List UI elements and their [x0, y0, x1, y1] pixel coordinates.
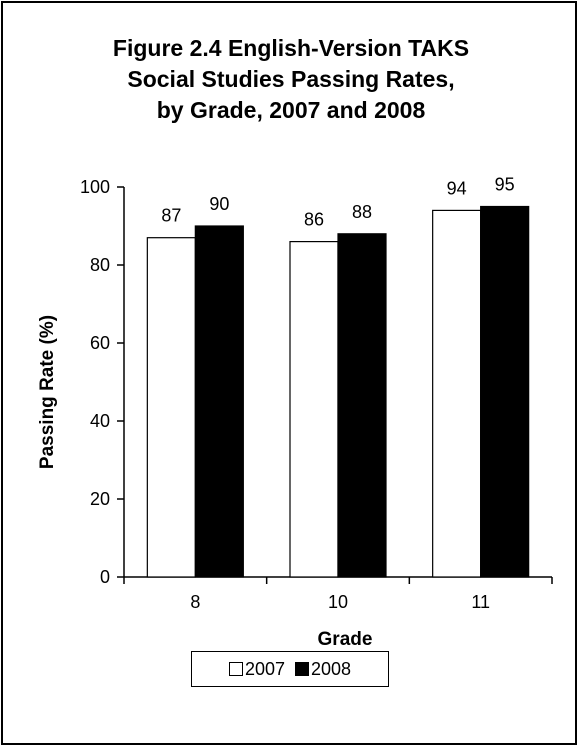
chart-title: Figure 2.4 English-Version TAKS Social S… [3, 33, 579, 126]
data-label: 87 [161, 206, 181, 226]
bar-2007-grade-8 [146, 237, 196, 578]
data-label: 86 [304, 210, 324, 230]
y-tick-label: 0 [100, 567, 110, 587]
bar-2008-grade-11 [480, 205, 530, 578]
x-tick-label: 8 [190, 592, 200, 612]
data-label: 88 [352, 202, 372, 222]
bar-2008-grade-8 [194, 225, 244, 578]
chart-title-line-1: Figure 2.4 English-Version TAKS [112, 35, 470, 61]
legend-swatch-2007 [228, 662, 243, 676]
data-label: 90 [209, 194, 229, 214]
bar-2008-grade-10 [337, 233, 387, 578]
bar-2007-grade-10 [289, 241, 339, 578]
x-tick-label: 10 [328, 592, 348, 612]
legend-item-2007: 2007 [228, 658, 285, 680]
legend-label-2008: 2008 [311, 658, 352, 679]
data-label: 95 [495, 175, 515, 195]
legend-swatch-2008 [295, 662, 309, 676]
y-tick-label: 100 [80, 177, 110, 197]
legend-label-2007: 2007 [244, 658, 285, 679]
y-tick-label: 60 [90, 333, 110, 353]
legend: 2007 2008 [191, 651, 389, 687]
chart-title-line-2: Social Studies Passing Rates, [127, 66, 455, 92]
chart-title-line-3: by Grade, 2007 and 2008 [156, 97, 426, 123]
y-tick-label: 20 [90, 489, 110, 509]
x-tick-label: 11 [471, 592, 490, 612]
y-tick-label: 80 [90, 255, 110, 275]
data-label: 94 [447, 178, 467, 198]
bar-2007-grade-11 [432, 209, 482, 578]
legend-item-2008: 2008 [295, 659, 351, 680]
y-axis-label: Passing Rate (%) [37, 315, 58, 469]
x-axis-label: Grade [318, 629, 373, 650]
y-tick-label: 40 [90, 411, 110, 431]
